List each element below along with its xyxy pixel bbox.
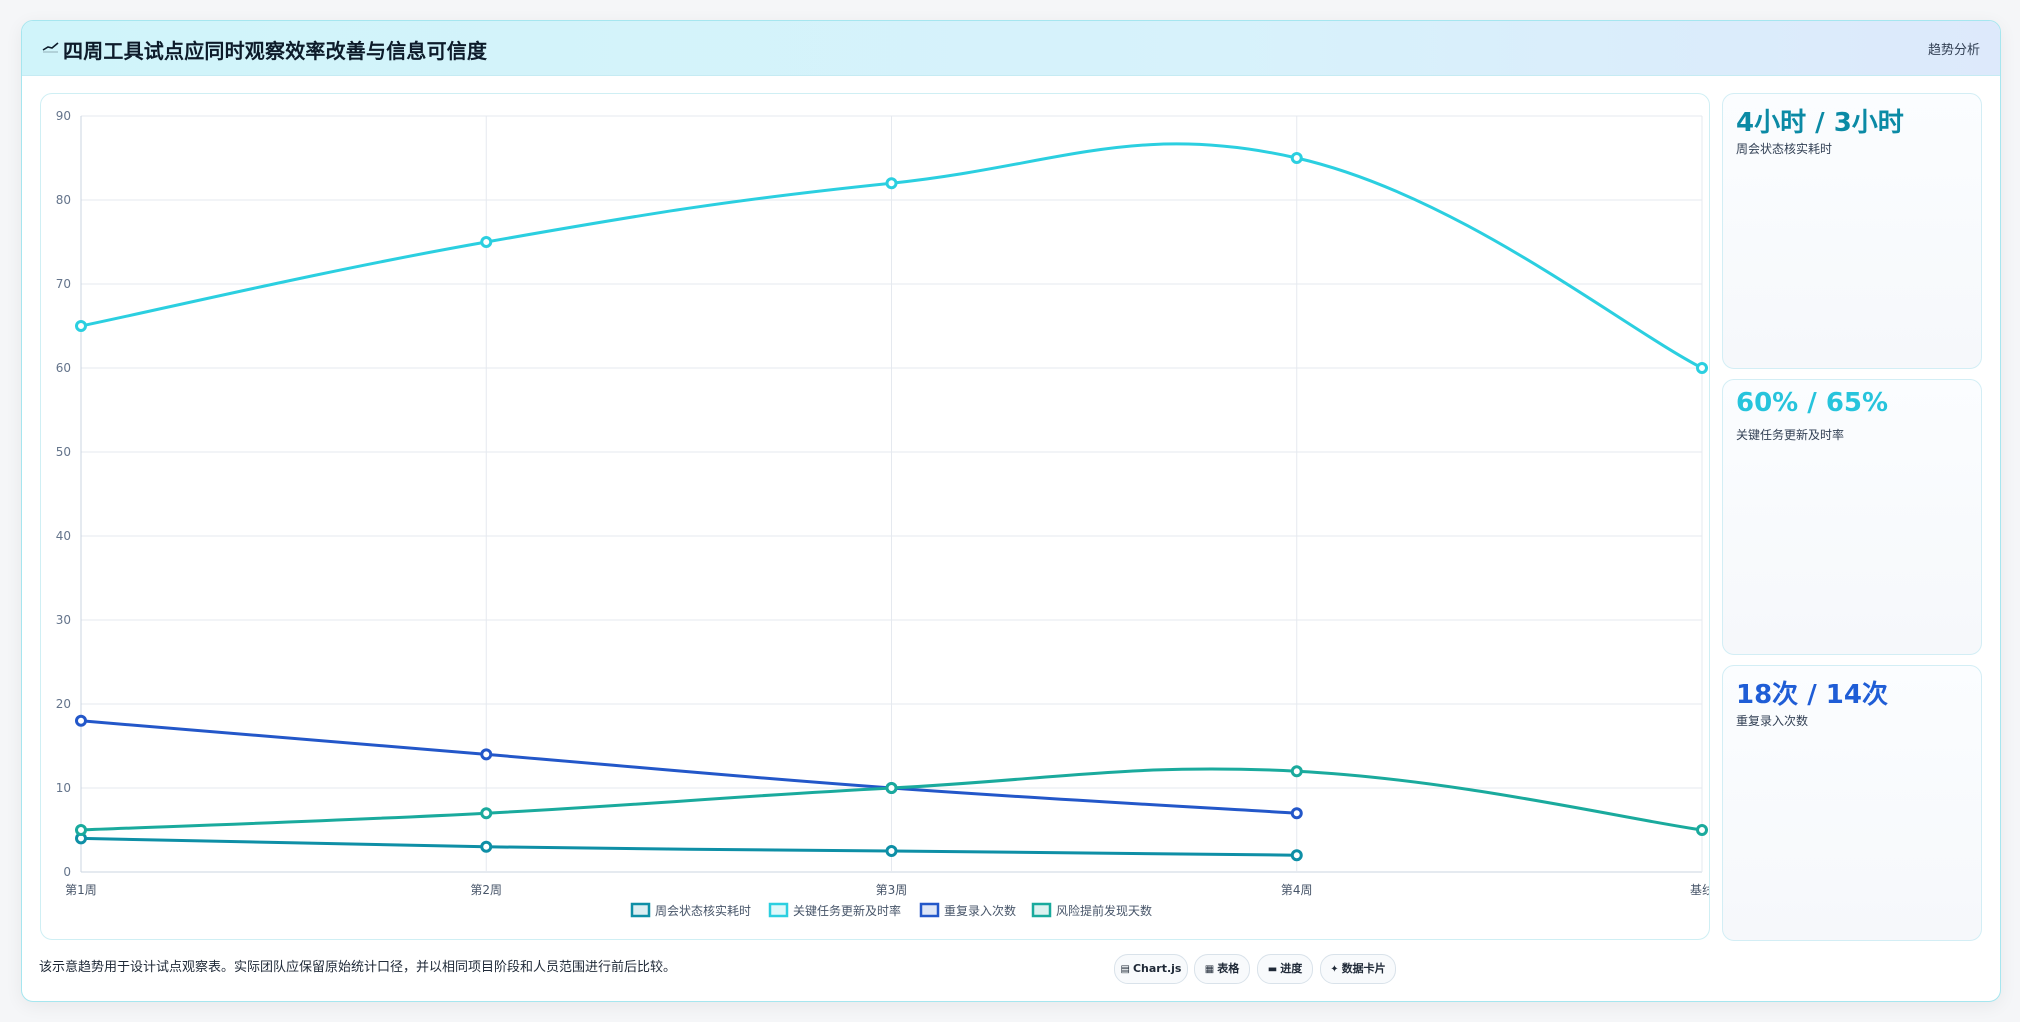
y-tick-label: 90 xyxy=(56,109,71,123)
progress-icon: ▬ xyxy=(1267,964,1278,975)
chart-footnote: 该示意趋势用于设计试点观察表。实际团队应保留原始统计口径，并以相同项目阶段和人员… xyxy=(39,960,677,975)
data-point xyxy=(75,824,87,836)
data-point xyxy=(1290,807,1303,820)
metric-card-duplicate-entry: 18次 / 14次 重复录入次数 xyxy=(1722,665,1982,941)
table-icon: ▦ xyxy=(1204,964,1215,975)
panel-header: 四周工具试点应同时观察效率改善与信息可信度 趋势分析 xyxy=(22,21,2000,76)
chart-legend: 周会状态核实耗时 关键任务更新及时率 重复录入次数 风险提前发现天数 xyxy=(630,902,1152,918)
y-tick-label: 0 xyxy=(63,865,71,879)
x-tick-label: 第4周 xyxy=(1281,883,1313,897)
analysis-tab-label[interactable]: 趋势分析 xyxy=(1927,43,1980,58)
pill-chartjs[interactable]: ▤ Chart.js xyxy=(1114,954,1188,984)
data-point xyxy=(1290,765,1303,778)
data-point xyxy=(480,840,493,853)
chart-icon: ▤ xyxy=(1120,964,1130,975)
x-tick-label: 基线 xyxy=(1690,883,1709,897)
legend-label: 重复录入次数 xyxy=(944,903,1016,918)
metric-label: 重复录入次数 xyxy=(1736,714,1809,728)
legend-swatch xyxy=(1031,902,1052,918)
pill-progress[interactable]: ▬ 进度 xyxy=(1257,954,1313,984)
pill-label: 数据卡片 xyxy=(1341,962,1386,975)
line-chart: 0 10 20 30 40 50 60 70 80 90 第1周 第2周 第3周 第4周 基线 周会状态核实… xyxy=(56,109,1709,918)
legend-swatch xyxy=(630,902,651,918)
pill-table[interactable]: ▦ 表格 xyxy=(1194,954,1250,984)
series-line-1 xyxy=(79,836,1299,857)
metric-card-update-rate: 60% / 65% 关键任务更新及时率 xyxy=(1722,379,1982,655)
legend-label: 风险提前发现天数 xyxy=(1056,903,1152,918)
grid-layer xyxy=(80,115,1703,873)
y-tick-label: 40 xyxy=(56,529,71,543)
metric-card-meeting-time: 4小时 / 3小时 周会状态核实耗时 xyxy=(1722,93,1982,369)
data-point xyxy=(480,807,493,820)
y-tick-label: 30 xyxy=(56,613,71,627)
chart-card: 0 10 20 30 40 50 60 70 80 90 第1周 第2周 第3周 第4周 基线 周会状态核实… xyxy=(40,93,1710,940)
y-tick-label: 80 xyxy=(56,193,71,207)
data-point xyxy=(1290,152,1303,164)
data-point xyxy=(885,177,898,190)
legend-label: 关键任务更新及时率 xyxy=(793,903,901,918)
y-tick-label: 10 xyxy=(56,781,71,795)
trend-line-icon xyxy=(42,42,59,53)
y-tick-label: 60 xyxy=(56,361,71,375)
series-layer xyxy=(75,142,1708,862)
pill-data-card[interactable]: ✦ 数据卡片 xyxy=(1320,954,1396,984)
data-point xyxy=(75,714,87,727)
legend-label: 周会状态核实耗时 xyxy=(655,903,751,918)
pill-label: Chart.js xyxy=(1132,962,1182,975)
pill-label: 表格 xyxy=(1217,962,1240,975)
metric-label: 周会状态核实耗时 xyxy=(1736,142,1833,156)
x-tick-label: 第2周 xyxy=(470,883,502,897)
y-tick-label: 70 xyxy=(56,277,71,291)
data-point xyxy=(480,236,493,248)
data-point xyxy=(885,782,898,794)
x-tick-label: 第1周 xyxy=(65,883,97,897)
legend-swatch xyxy=(919,902,940,918)
metric-value: 60% / 65% xyxy=(1736,388,1889,418)
page-title: 四周工具试点应同时观察效率改善与信息可信度 xyxy=(63,39,488,63)
axis-layer: 0 10 20 30 40 50 60 70 80 90 第1周 第2周 第3周 第4周 基线 xyxy=(56,109,1709,897)
data-point xyxy=(75,320,87,332)
data-point xyxy=(885,845,898,857)
metric-label: 关键任务更新及时率 xyxy=(1736,428,1845,442)
data-point xyxy=(1696,824,1708,836)
pill-label: 进度 xyxy=(1280,962,1303,975)
legend-swatch xyxy=(768,902,789,918)
y-tick-label: 50 xyxy=(56,445,71,459)
y-tick-label: 20 xyxy=(56,697,71,711)
dashboard-panel: 四周工具试点应同时观察效率改善与信息可信度 趋势分析 0 10 20 30 40 50 60… xyxy=(21,20,2001,1002)
series-line-3 xyxy=(79,719,1299,815)
metric-value: 18次 / 14次 xyxy=(1736,680,1888,710)
sparkle-icon: ✦ xyxy=(1330,964,1339,975)
data-point xyxy=(1290,849,1303,862)
x-tick-label: 第3周 xyxy=(876,883,908,897)
data-point xyxy=(1696,362,1708,374)
data-point xyxy=(480,748,493,761)
metric-value: 4小时 / 3小时 xyxy=(1736,108,1904,138)
